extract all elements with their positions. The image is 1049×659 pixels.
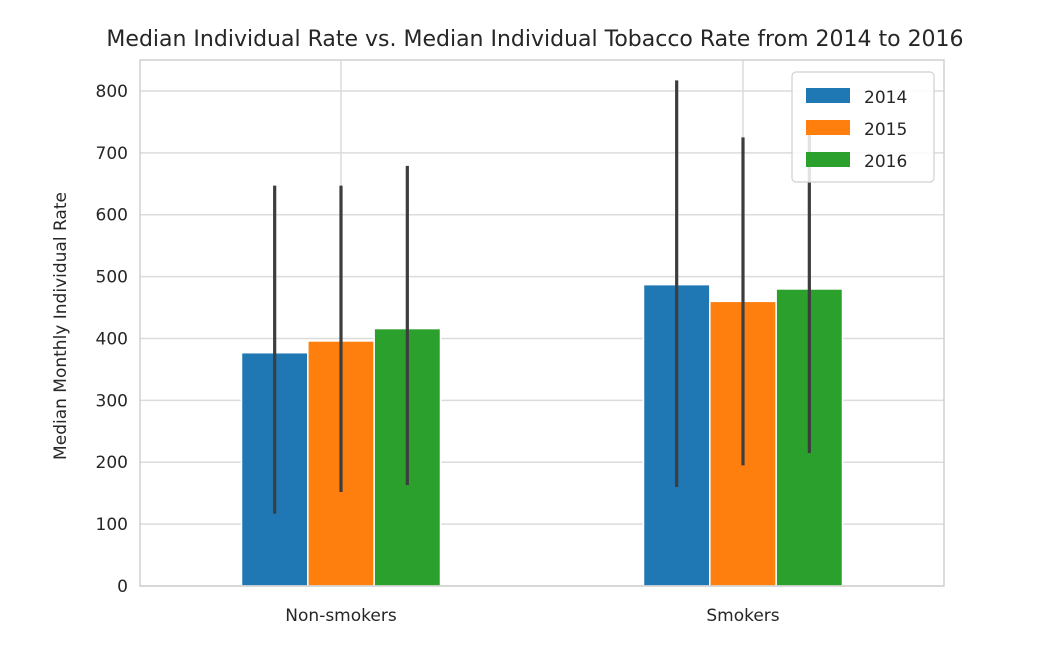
y-axis-label: Median Monthly Individual Rate [51,192,71,460]
legend-label-2015: 2015 [864,120,907,140]
y-tick-label: 400 [96,329,128,349]
error-bars [273,80,811,514]
y-tick-label: 0 [117,577,128,597]
legend-swatch-2015 [806,120,850,135]
plot-frame [139,59,945,587]
chart-title: Median Individual Rate vs. Median Indivi… [106,27,963,52]
x-tick-label: Non-smokers [285,606,397,626]
legend-label-2014: 2014 [864,88,907,108]
x-tick-labels: Non-smokers Smokers [285,606,779,626]
legend-label-2016: 2016 [864,152,907,172]
legend: 2014 2015 2016 [791,71,935,183]
bars [240,283,844,587]
y-tick-label: 500 [96,268,128,288]
y-tick-label: 100 [96,515,128,535]
x-tick-label: Smokers [706,606,779,626]
legend-swatch-2016 [806,152,850,167]
y-tick-label: 600 [96,206,128,226]
y-tick-labels: 0 100 200 300 400 500 600 700 800 [96,82,128,597]
y-tick-label: 300 [96,391,128,411]
legend-swatch-2014 [806,88,850,103]
y-tick-label: 700 [96,144,128,164]
y-tick-label: 800 [96,82,128,102]
y-tick-label: 200 [96,453,128,473]
